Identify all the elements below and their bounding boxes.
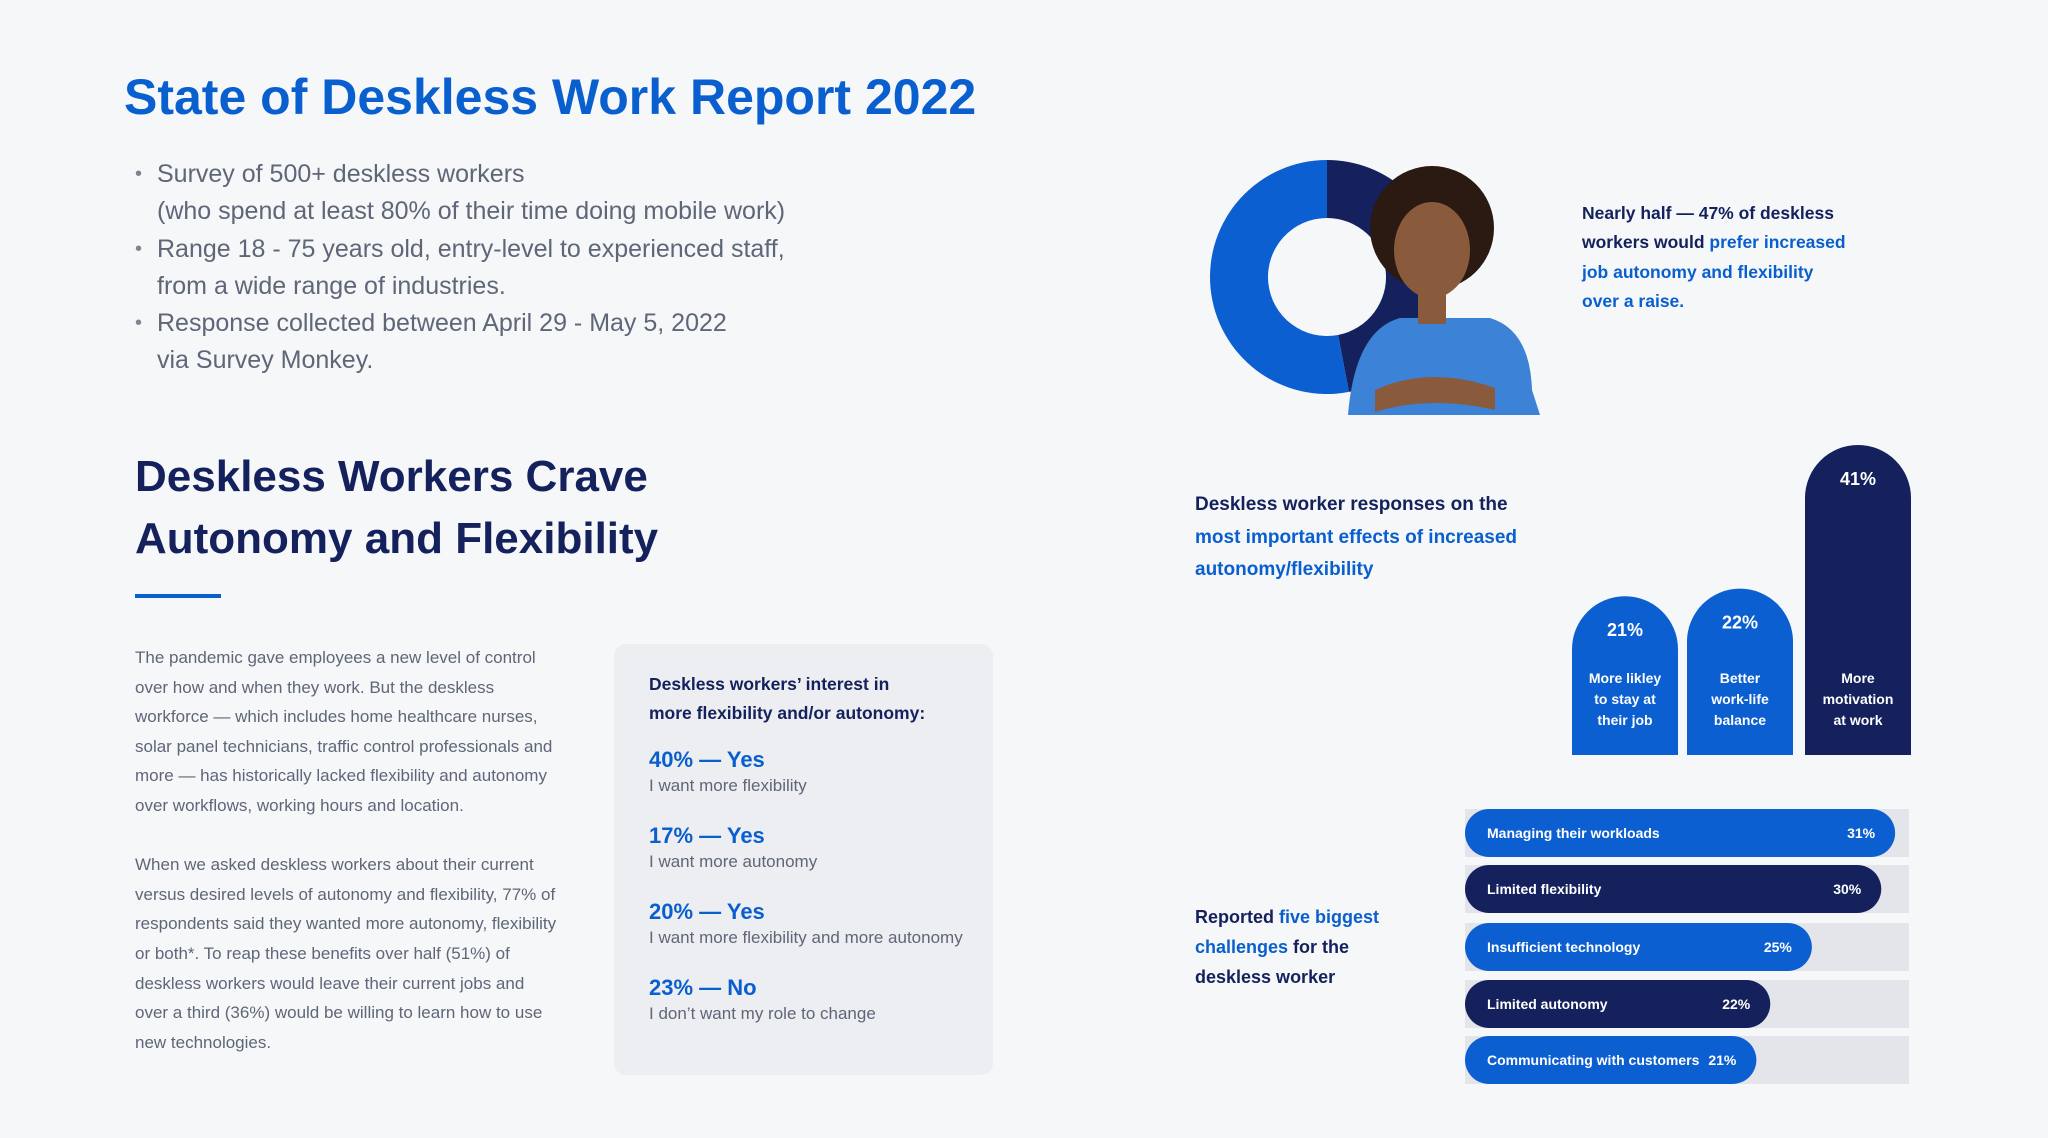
category-label: More likley bbox=[1589, 670, 1662, 686]
bullet-list: Survey of 500+ deskless workers (who spen… bbox=[135, 156, 785, 380]
item-text: I don’t want my role to change bbox=[649, 1004, 876, 1023]
bar bbox=[1805, 445, 1911, 755]
article-body: The pandemic gave employees a new level … bbox=[135, 643, 560, 1087]
bullet-line: (who spend at least 80% of their time do… bbox=[157, 197, 786, 226]
item-heading: 23% — No bbox=[649, 975, 757, 1000]
bullet: Response collected between April 29 - Ma… bbox=[135, 305, 785, 380]
category-label: Better bbox=[1720, 670, 1761, 686]
value-label: 31% bbox=[1847, 825, 1876, 841]
caption-part: Deskless worker responses on the bbox=[1195, 494, 1508, 515]
category-label: More bbox=[1841, 670, 1875, 686]
item-text: I want more flexibility and more autonom… bbox=[649, 928, 963, 947]
item-text: I want more flexibility bbox=[649, 776, 807, 795]
category-label: their job bbox=[1597, 712, 1652, 728]
caption-part: most important effects of increased auto… bbox=[1195, 526, 1518, 581]
value-label: 41% bbox=[1840, 469, 1876, 489]
box-title: Deskless workers’ interest in more flexib… bbox=[649, 670, 969, 728]
item-heading: 20% — Yes bbox=[649, 899, 765, 924]
neck bbox=[1418, 290, 1446, 324]
caption-part: prefer increased job autonomy and flexib… bbox=[1582, 232, 1846, 311]
category-label: balance bbox=[1714, 712, 1766, 728]
bullet: Range 18 - 75 years old, entry-level to … bbox=[135, 231, 785, 306]
title-line: Autonomy and Flexibility bbox=[135, 514, 659, 563]
caption-part: Nearly half — 47% of deskless workers wo… bbox=[1582, 203, 1834, 253]
value-label: 25% bbox=[1764, 939, 1793, 955]
interest-item: 23% — No I don’t want my role to change bbox=[649, 973, 969, 1024]
items: 40% — Yes I want more flexibility 17% — Ye… bbox=[649, 745, 969, 1024]
bullet-line: from a wide range of industries. bbox=[157, 271, 506, 300]
bar bbox=[1465, 980, 1771, 1028]
caption-part: Reported bbox=[1195, 907, 1280, 927]
category-label: Limited autonomy bbox=[1487, 996, 1608, 1012]
box-title-line: more flexibility and/or autonomy: bbox=[649, 703, 926, 723]
bullet-line: Response collected between April 29 - Ma… bbox=[157, 309, 727, 338]
value-label: 21% bbox=[1607, 620, 1643, 640]
bar-caption: Deskless worker responses on the most im… bbox=[1195, 489, 1535, 587]
box-title-line: Deskless workers’ interest in bbox=[649, 674, 890, 694]
face bbox=[1394, 202, 1470, 298]
category-label: motivation bbox=[1823, 691, 1894, 707]
article-title: Deskless Workers Crave Autonomy and Flexi… bbox=[135, 446, 658, 570]
bar bbox=[1572, 596, 1678, 755]
category-label: Communicating with customers bbox=[1487, 1052, 1700, 1068]
item-heading: 40% — Yes bbox=[649, 747, 765, 772]
title-line: Deskless Workers Crave bbox=[135, 452, 648, 501]
bar bbox=[1465, 923, 1812, 971]
interest-box bbox=[614, 644, 993, 1075]
item-text: I want more autonomy bbox=[649, 852, 818, 871]
item-heading: 17% — Yes bbox=[649, 823, 765, 848]
interest-content: Deskless workers’ interest in more flexib… bbox=[649, 670, 969, 1049]
title-rule bbox=[135, 594, 221, 598]
category-label: at work bbox=[1833, 712, 1882, 728]
bullet-line: via Survey Monkey. bbox=[157, 346, 374, 375]
interest-item: 17% — Yes I want more autonomy bbox=[649, 821, 969, 872]
hbar-caption: Reported five biggest challenges for the… bbox=[1195, 902, 1395, 992]
category-label: to stay at bbox=[1594, 691, 1656, 707]
value-label: 22% bbox=[1722, 613, 1758, 633]
category-label: Limited flexibility bbox=[1487, 881, 1602, 897]
interest-item: 40% — Yes I want more flexibility bbox=[649, 745, 969, 796]
bar bbox=[1465, 809, 1896, 857]
bullet: Survey of 500+ deskless workers (who spen… bbox=[135, 156, 785, 231]
bar bbox=[1465, 1036, 1757, 1084]
bar bbox=[1465, 865, 1882, 913]
paragraph: The pandemic gave employees a new level … bbox=[135, 648, 553, 815]
donut-caption: Nearly half — 47% of deskless workers wo… bbox=[1582, 199, 1852, 316]
caption-part: for the deskless worker bbox=[1195, 937, 1350, 987]
donut-slice bbox=[1210, 160, 1349, 394]
photo bbox=[1348, 166, 1540, 415]
category-label: Managing their workloads bbox=[1487, 825, 1660, 841]
interest-item: 20% — Yes I want more flexibility and mor… bbox=[649, 897, 969, 948]
value-label: 21% bbox=[1708, 1052, 1737, 1068]
arms bbox=[1375, 376, 1495, 412]
bullet-line: Survey of 500+ deskless workers bbox=[157, 160, 525, 188]
caption-part: five biggest challenges bbox=[1195, 907, 1380, 957]
report-title: State of Deskless Work Report 2022 bbox=[124, 69, 977, 125]
category-label: work-life bbox=[1710, 691, 1769, 707]
category-label: Insufficient technology bbox=[1487, 939, 1640, 955]
bar bbox=[1687, 588, 1793, 755]
paragraph: When we asked deskless workers about the… bbox=[135, 855, 557, 1052]
bullet-line: Range 18 - 75 years old, entry-level to … bbox=[157, 234, 785, 263]
value-label: 22% bbox=[1722, 996, 1751, 1012]
value-label: 30% bbox=[1833, 881, 1862, 897]
